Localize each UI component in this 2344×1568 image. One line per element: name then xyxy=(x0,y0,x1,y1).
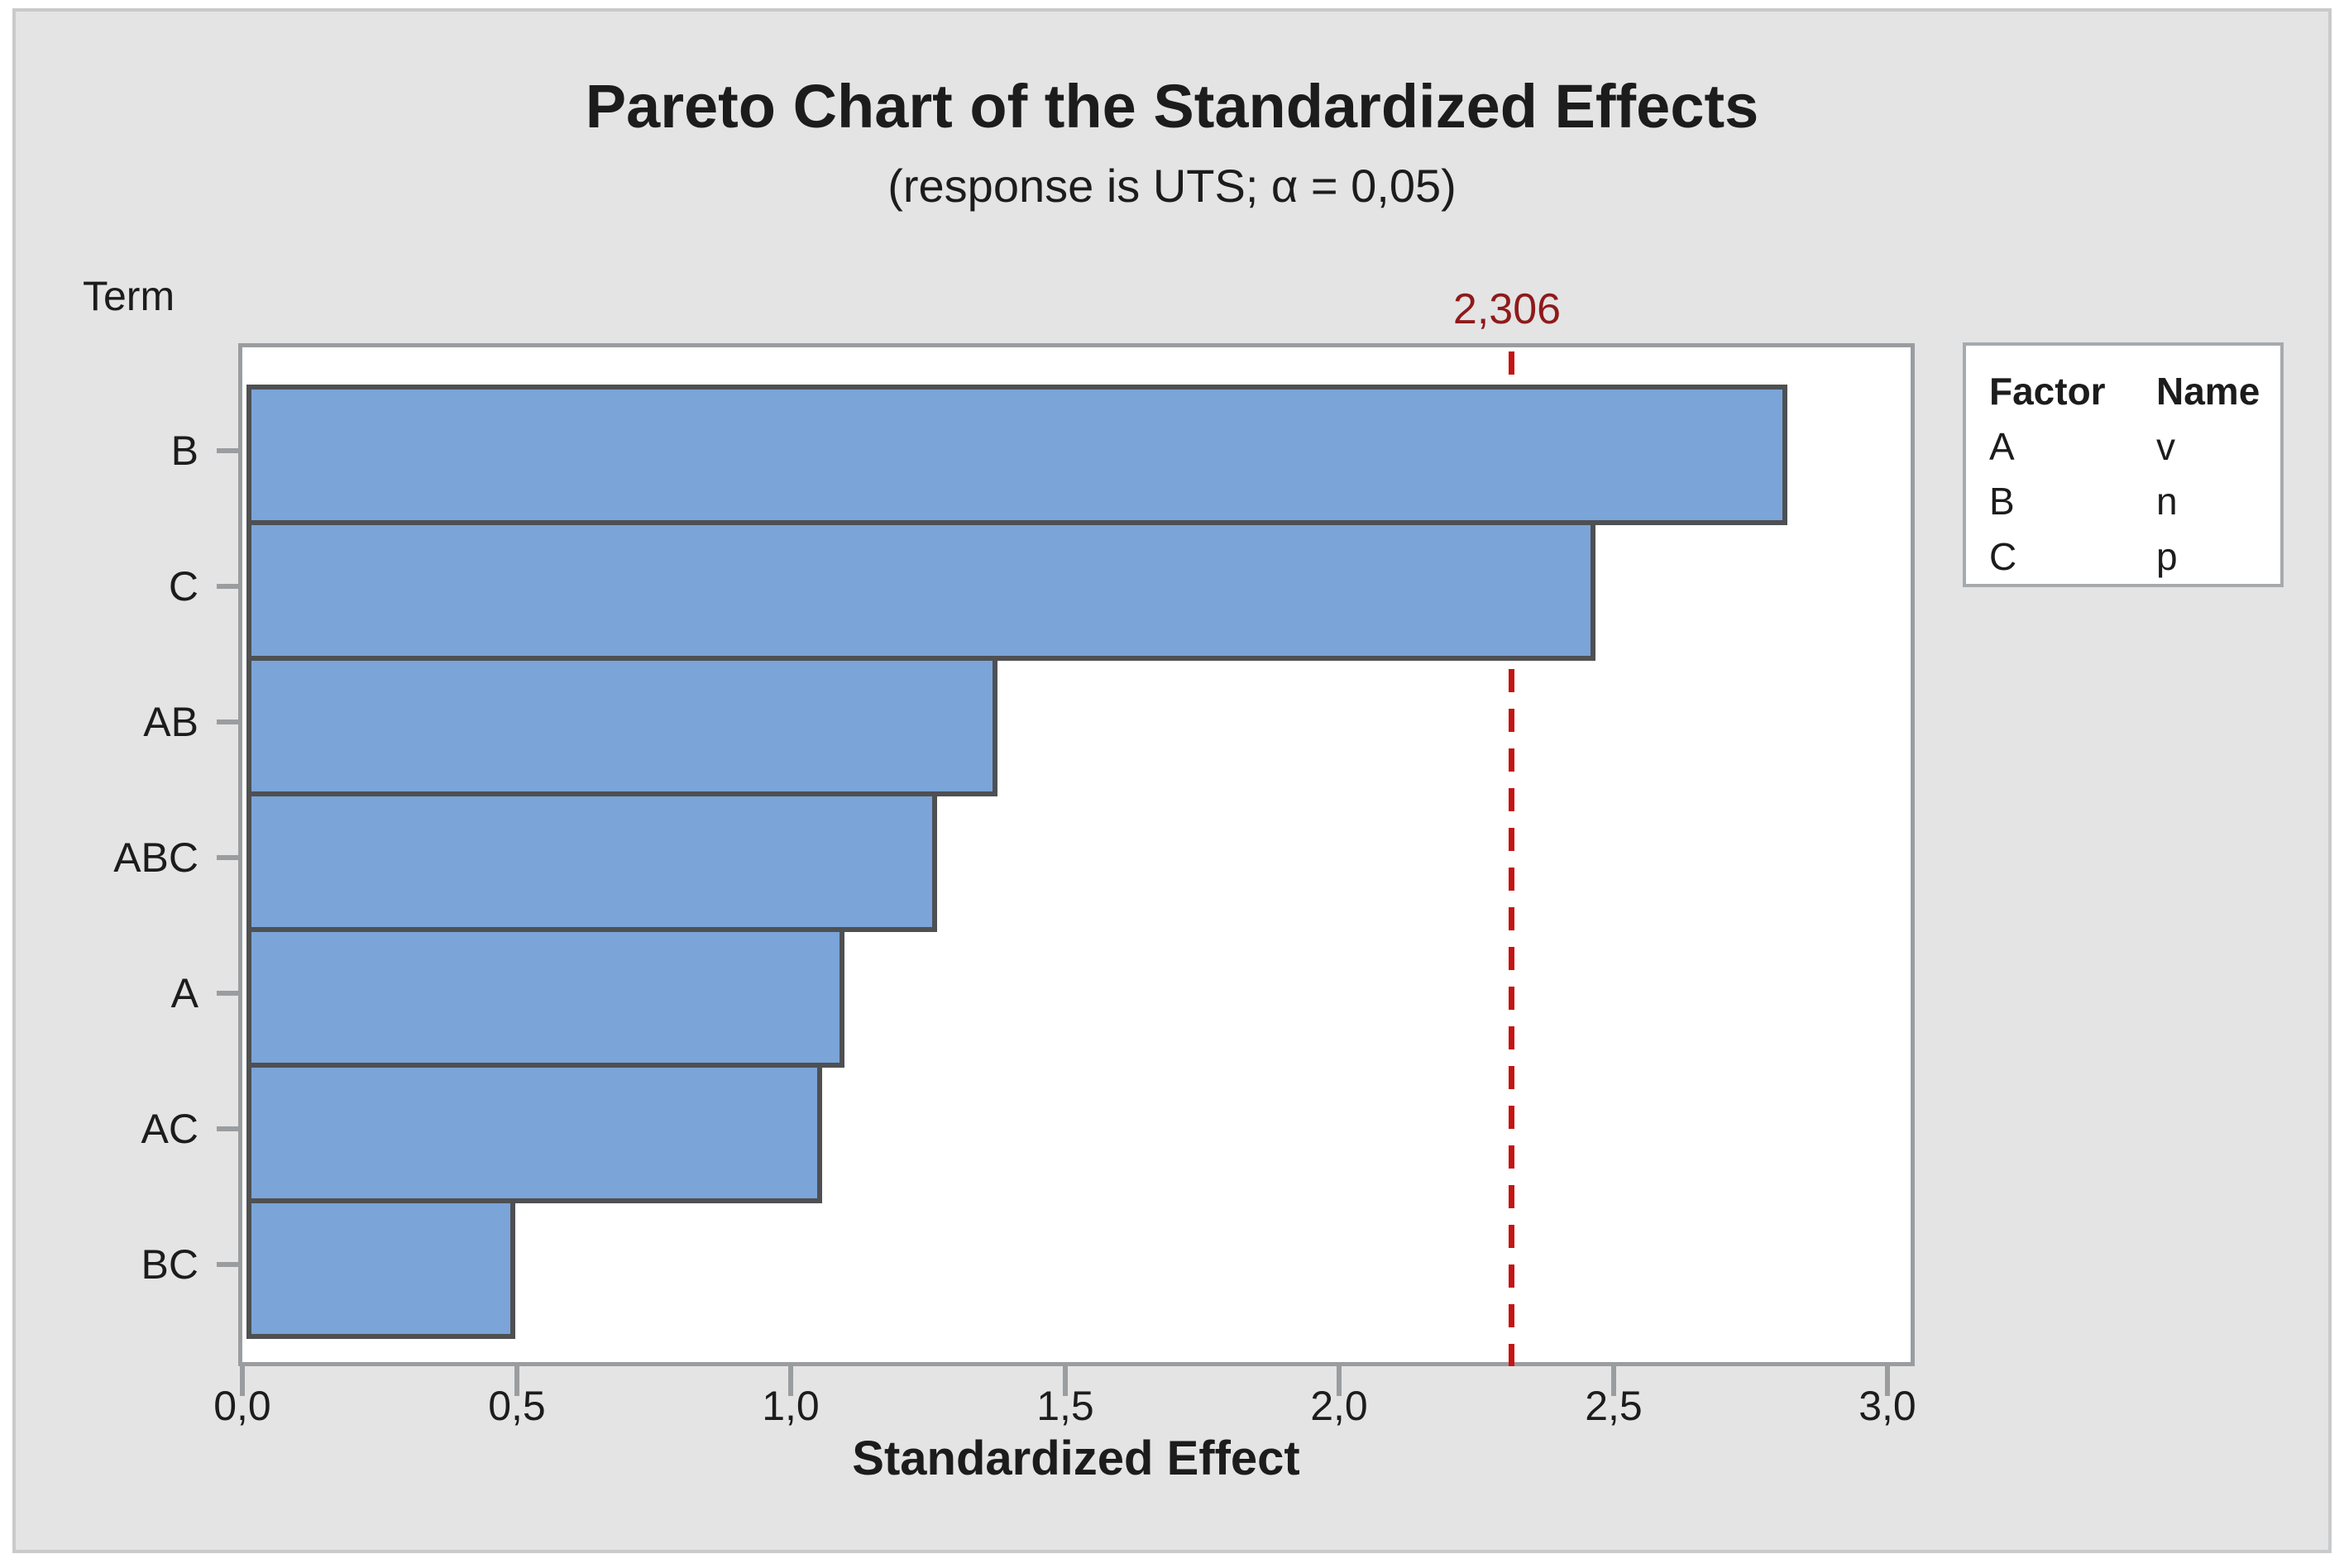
legend-header-factor: Factor xyxy=(1989,370,2106,413)
chart-title: Pareto Chart of the Standardized Effects xyxy=(585,72,1759,141)
plot-area xyxy=(238,343,1915,1366)
x-axis-title: Standardized Effect xyxy=(852,1432,1300,1485)
bar-b xyxy=(246,385,1787,525)
x-tick-0,0 xyxy=(240,1366,245,1396)
y-tick-bc xyxy=(217,1262,238,1267)
legend-name-v: v xyxy=(2156,425,2175,468)
y-tick-b xyxy=(217,448,238,453)
x-tick-label-0,0: 0,0 xyxy=(213,1383,271,1429)
x-tick-2,5 xyxy=(1611,1366,1616,1396)
legend-name-n: n xyxy=(2156,480,2178,523)
x-tick-0,5 xyxy=(514,1366,519,1396)
y-tick-ac xyxy=(217,1126,238,1131)
y-label-ab: AB xyxy=(143,699,199,745)
legend-factor-a: A xyxy=(1989,425,2015,468)
bar-c xyxy=(246,520,1595,661)
plot-interior xyxy=(246,351,1915,1366)
y-label-bc: BC xyxy=(141,1241,199,1288)
bar-ab xyxy=(246,656,997,796)
reference-line xyxy=(1509,351,1514,1366)
x-tick-label-1,0: 1,0 xyxy=(762,1383,820,1429)
y-tick-ab xyxy=(217,719,238,724)
y-tick-c xyxy=(217,584,238,589)
bar-bc xyxy=(246,1198,515,1339)
reference-line-label: 2,306 xyxy=(1452,285,1562,333)
x-tick-label-1,5: 1,5 xyxy=(1036,1383,1094,1429)
chart-subtitle: (response is UTS; α = 0,05) xyxy=(887,160,1457,212)
y-label-ac: AC xyxy=(141,1106,199,1152)
x-tick-label-2,0: 2,0 xyxy=(1310,1383,1368,1429)
bar-abc xyxy=(246,791,937,932)
bar-a xyxy=(246,927,844,1068)
bar-ac xyxy=(246,1063,822,1203)
y-tick-abc xyxy=(217,855,238,860)
y-label-b: B xyxy=(170,428,199,474)
y-label-abc: ABC xyxy=(113,834,199,881)
x-tick-3,0 xyxy=(1885,1366,1890,1396)
legend-box: Factor Name A v B n C p xyxy=(1963,342,2284,587)
x-tick-label-3,0: 3,0 xyxy=(1858,1383,1916,1429)
x-tick-label-0,5: 0,5 xyxy=(488,1383,546,1429)
y-tick-a xyxy=(217,991,238,996)
y-axis-title: Term xyxy=(83,273,175,319)
x-tick-2,0 xyxy=(1337,1366,1342,1396)
legend-name-p: p xyxy=(2156,535,2178,578)
legend-factor-c: C xyxy=(1989,535,2017,578)
x-tick-1,5 xyxy=(1063,1366,1068,1396)
x-tick-label-2,5: 2,5 xyxy=(1585,1383,1643,1429)
legend-header-name: Name xyxy=(2156,370,2260,413)
legend-factor-b: B xyxy=(1989,480,2015,523)
y-label-c: C xyxy=(168,563,199,610)
y-label-a: A xyxy=(170,970,199,1016)
x-tick-1,0 xyxy=(788,1366,793,1396)
